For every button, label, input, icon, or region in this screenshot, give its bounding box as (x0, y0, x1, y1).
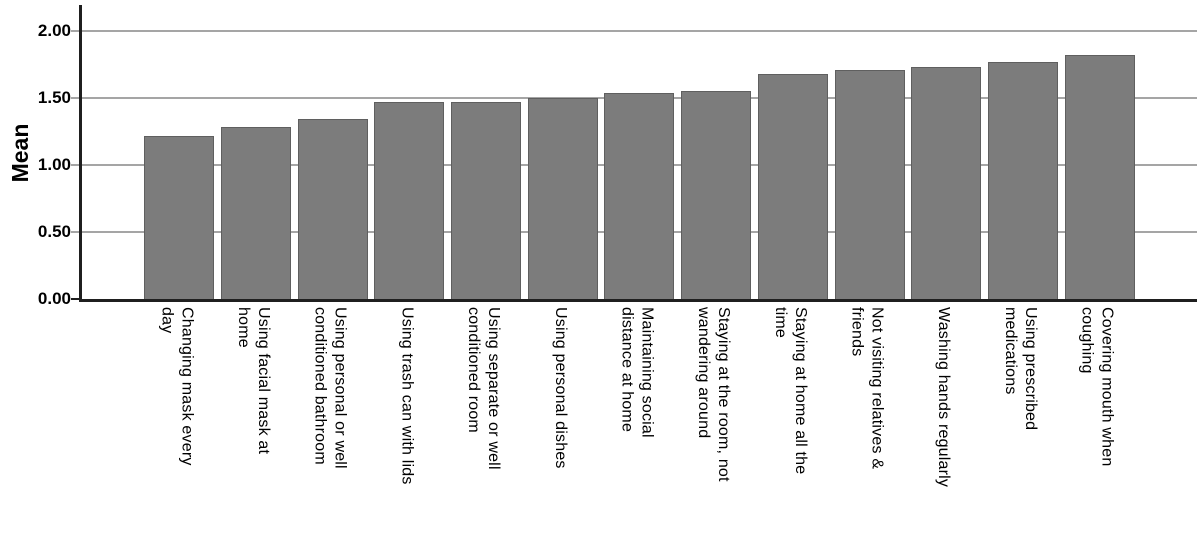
bar-cell (755, 5, 832, 299)
y-tick-label-1.00: 1.00 (37, 155, 71, 174)
bar-cell (448, 5, 525, 299)
category-label-5: Using separate or well conditioned room (465, 307, 503, 470)
y-axis-tick-1.00 (71, 164, 79, 166)
y-tick-label-0.00: 0.00 (37, 289, 71, 308)
bar-cell (218, 5, 295, 299)
category-label-cell: Using trash can with lids (368, 307, 445, 553)
bar-cell (524, 5, 601, 299)
category-label-11: Washing hands regularly (935, 307, 953, 488)
category-label-7: Maintaining social distance at home (618, 307, 656, 438)
category-label-13: Covering mouth when coughing (1078, 307, 1116, 467)
bar-cell (1061, 5, 1138, 299)
bar-cell (294, 5, 371, 299)
category-label-3: Using personal or well conditioned bathr… (311, 307, 349, 469)
bar-9 (757, 74, 828, 299)
bar-3 (297, 119, 368, 299)
category-label-cell: Not visiting relatives & friends (828, 307, 905, 553)
bar-13 (1064, 55, 1135, 299)
bar-cell (371, 5, 448, 299)
category-label-cell: Using facial mask at home (215, 307, 292, 553)
category-label-1: Changing mask every day (158, 307, 196, 466)
bar-cell (141, 5, 218, 299)
bar-2 (221, 127, 292, 299)
bar-5 (451, 102, 522, 299)
category-label-6: Using personal dishes (551, 307, 569, 469)
y-axis-tick-2.00 (71, 30, 79, 32)
category-label-cell: Staying at the room, not wandering aroun… (675, 307, 752, 553)
y-axis-tick-1.50 (71, 97, 79, 99)
category-label-12: Using prescribed medications (1001, 307, 1039, 431)
bar-cell (831, 5, 908, 299)
bar-7 (604, 93, 675, 299)
category-label-9: Staying at home all the time (771, 307, 809, 475)
y-axis-tick-0.00 (71, 298, 79, 300)
bar-cell (678, 5, 755, 299)
bar-4 (374, 102, 445, 299)
category-label-cell: Washing hands regularly (905, 307, 982, 553)
category-label-cell: Using personal dishes (521, 307, 598, 553)
bar-12 (987, 62, 1058, 299)
bar-cell (601, 5, 678, 299)
category-label-8: Staying at the room, not wandering aroun… (695, 307, 733, 482)
category-label-cell: Changing mask every day (138, 307, 215, 553)
category-label-4: Using trash can with lids (398, 307, 416, 485)
y-tick-label-1.50: 1.50 (37, 88, 71, 107)
y-axis-tick-0.50 (71, 231, 79, 233)
category-label-cell: Using prescribed medications (982, 307, 1059, 553)
bar-8 (681, 91, 752, 299)
bar-11 (911, 67, 982, 299)
category-label-cell: Using separate or well conditioned room (445, 307, 522, 553)
gridline-2.00 (82, 30, 1197, 32)
bar-cell (908, 5, 985, 299)
bars-group (141, 5, 1138, 299)
category-label-cell: Covering mouth when coughing (1058, 307, 1135, 553)
bar-cell (985, 5, 1062, 299)
y-tick-label-2.00: 2.00 (37, 21, 71, 40)
category-label-cell: Staying at home all the time (752, 307, 829, 553)
bar-1 (144, 136, 215, 299)
category-label-2: Using facial mask at home (235, 307, 273, 455)
category-label-cell: Maintaining social distance at home (598, 307, 675, 553)
bar-10 (834, 70, 905, 299)
bar-6 (527, 98, 598, 299)
y-tick-label-0.50: 0.50 (37, 222, 71, 241)
plot-area (71, 5, 1197, 302)
x-axis-category-labels: Changing mask every day Using facial mask… (138, 307, 1135, 553)
category-label-10: Not visiting relatives & friends (848, 307, 886, 470)
category-label-cell: Using personal or well conditioned bathr… (291, 307, 368, 553)
